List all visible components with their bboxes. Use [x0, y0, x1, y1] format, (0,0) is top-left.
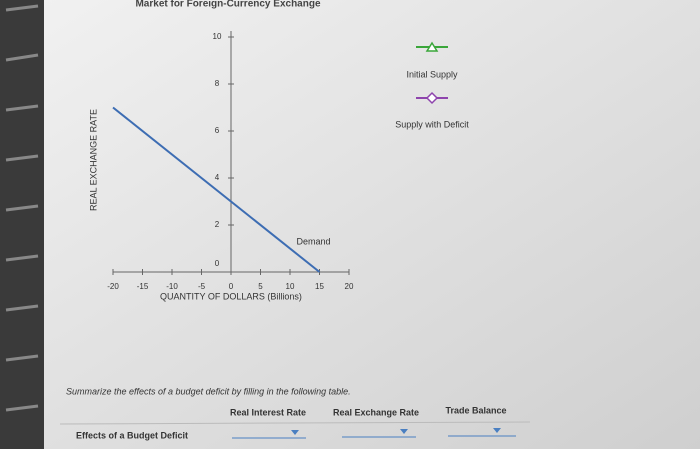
x-tick-label: 15	[315, 282, 324, 291]
row-label: Effects of a Budget Deficit	[76, 430, 188, 440]
series-label: Demand	[296, 236, 330, 246]
x-tick-label: 10	[286, 282, 295, 291]
x-tick-label: -15	[137, 282, 149, 291]
y-tick-label: 2	[215, 220, 220, 229]
x-axis-label: QUANTITY OF DOLLARS (Billions)	[160, 291, 302, 301]
y-tick-label: 6	[215, 126, 220, 135]
x-tick-label: -10	[166, 282, 178, 291]
edge-stripes	[5, 4, 39, 412]
tool-label: Supply with Deficit	[395, 119, 469, 129]
dropdown[interactable]	[342, 426, 416, 440]
column-header: Real Interest Rate	[230, 407, 306, 417]
column-header: Trade Balance	[445, 405, 506, 415]
dropdown[interactable]	[448, 424, 516, 438]
y-tick-label: 4	[215, 173, 220, 182]
demand-line	[112, 106, 321, 273]
left-edge	[0, 0, 44, 449]
plot: -20 -15 -10 -5 0 5 10 15 20 0 2 4 6 8 10 Demand Initial …	[107, 31, 469, 291]
x-tick-label: -20	[107, 282, 119, 291]
y-axis-label: REAL EXCHANGE RATE	[88, 109, 98, 211]
x-tick-label: 20	[345, 282, 354, 291]
y-tick-label: 0	[215, 259, 220, 268]
y-tick-label: 8	[215, 79, 220, 88]
table-rule	[59, 421, 531, 425]
tool-label: Initial Supply	[406, 69, 458, 79]
column-header: Real Exchange Rate	[333, 407, 419, 417]
tool-marker	[425, 41, 439, 52]
x-tick-label: 5	[258, 282, 263, 291]
x-tick-label: 0	[229, 282, 234, 291]
dropdown[interactable]	[232, 426, 306, 440]
table-prompt: Summarize the effects of a budget defici…	[66, 386, 351, 396]
y-tick-label: 10	[213, 32, 222, 41]
tool-marker	[425, 91, 439, 105]
chart-title: Market for Foreign-Currency Exchange	[135, 0, 320, 10]
x-tick-label: -5	[198, 282, 206, 291]
